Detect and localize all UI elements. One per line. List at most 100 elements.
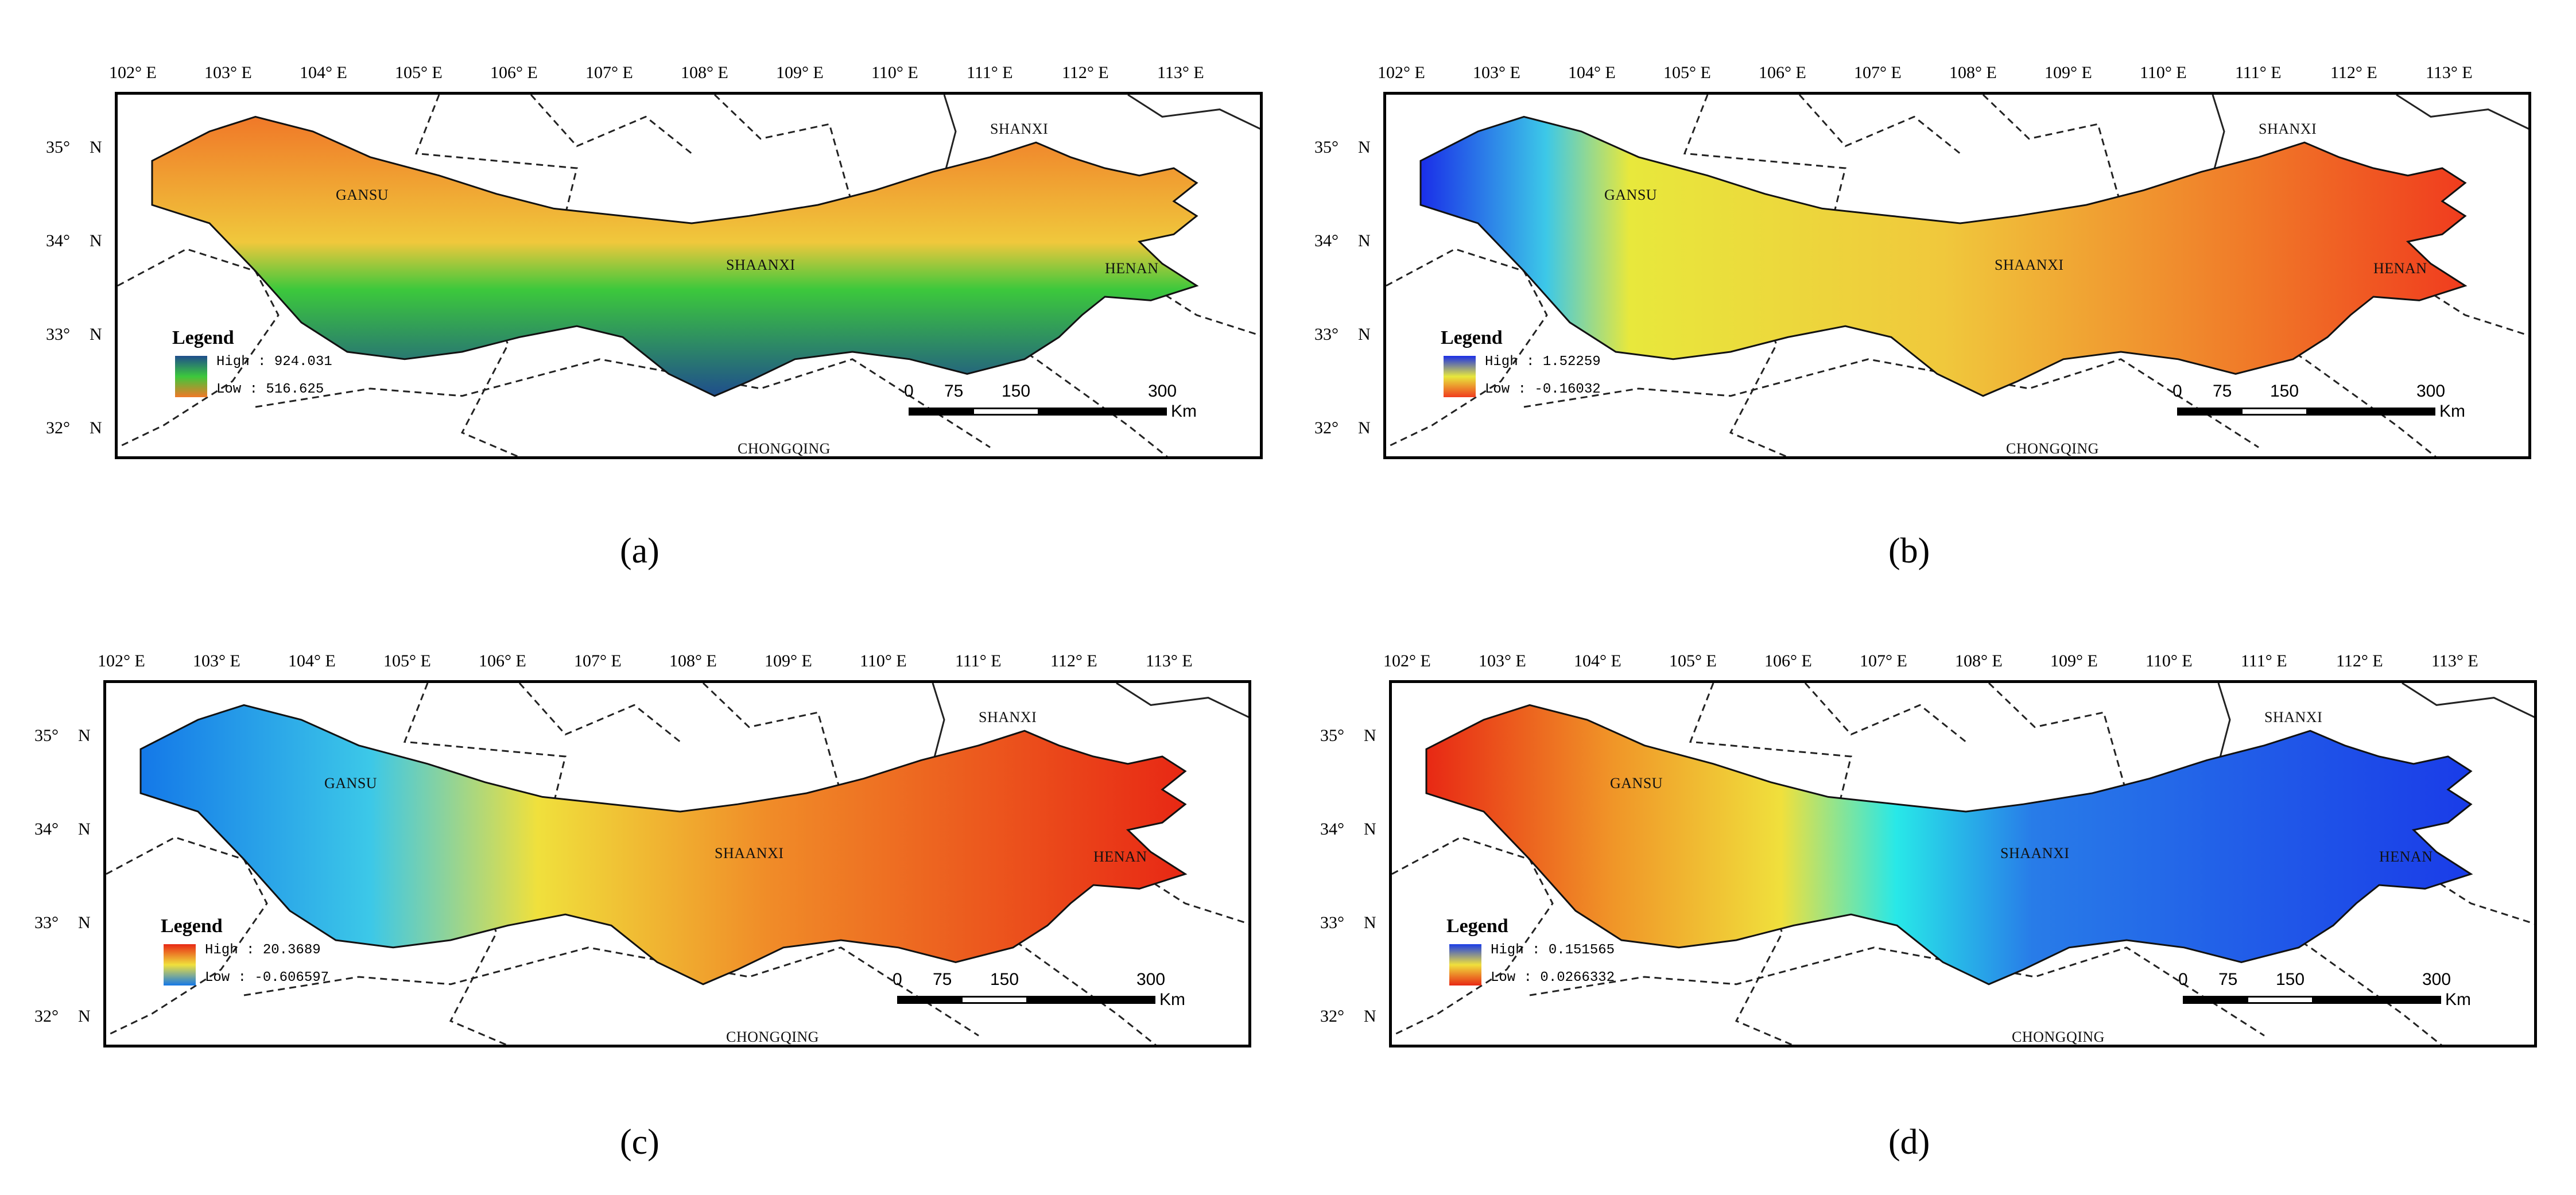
latitude-tick-label: 34° N bbox=[1314, 231, 1371, 250]
scale-bar-label: 75 bbox=[944, 382, 964, 401]
province-label-shaanxi: SHAANXI bbox=[726, 256, 796, 273]
province-label-henan: HENAN bbox=[1105, 260, 1159, 277]
province-label-henan: HENAN bbox=[1093, 848, 1147, 865]
longitude-tick-label: 113° E bbox=[1146, 651, 1193, 670]
legend-low-label: Low : -0.16032 bbox=[1485, 382, 1601, 397]
longitude-tick-label: 104° E bbox=[1568, 63, 1616, 82]
latitude-tick-label: 32° N bbox=[1320, 1007, 1376, 1026]
study-area-raster bbox=[151, 115, 1199, 397]
scale-bar-unit: Km bbox=[1159, 990, 1185, 1009]
province-boundary bbox=[1386, 248, 1548, 448]
province-label-shaanxi: SHAANXI bbox=[715, 844, 784, 862]
legend-high-label: High : 20.3689 bbox=[205, 942, 321, 958]
study-area-raster bbox=[1419, 115, 2468, 397]
longitude-tick-label: 102° E bbox=[1383, 651, 1431, 670]
province-label-chongqing: CHONGQING bbox=[2012, 1028, 2105, 1045]
legend-title: Legend bbox=[172, 327, 234, 348]
latitude-tick-label: 34° N bbox=[1320, 820, 1376, 839]
province-label-shaanxi: SHAANXI bbox=[2000, 844, 2070, 862]
longitude-tick-label: 106° E bbox=[1764, 651, 1812, 670]
longitude-tick-label: 103° E bbox=[204, 63, 252, 82]
latitude-tick-label: 35° N bbox=[1314, 138, 1371, 157]
province-label-henan: HENAN bbox=[2373, 260, 2427, 277]
legend-high-label: High : 0.151565 bbox=[1491, 942, 1615, 958]
legend-title: Legend bbox=[1446, 915, 1508, 937]
longitude-tick-label: 106° E bbox=[479, 651, 526, 670]
legend-high-label: High : 1.52259 bbox=[1485, 354, 1601, 370]
longitude-tick-label: 112° E bbox=[1050, 651, 1097, 670]
study-area-raster bbox=[1425, 704, 2473, 986]
legend-high-label: High : 924.031 bbox=[216, 354, 332, 370]
scale-bar-label: 300 bbox=[1136, 970, 1166, 989]
latitude-tick-label: 33° N bbox=[34, 913, 91, 932]
province-label-shanxi: SHANXI bbox=[2264, 708, 2323, 725]
province-label-gansu: GANSU bbox=[1604, 187, 1658, 203]
province-boundary bbox=[118, 248, 280, 448]
scale-bar-label: 150 bbox=[1002, 382, 1031, 401]
scale-bar-unit: Km bbox=[2445, 990, 2471, 1009]
scale-bar bbox=[897, 996, 1155, 1004]
province-boundary bbox=[1798, 95, 1961, 154]
latitude-tick-label: 35° N bbox=[1320, 726, 1376, 745]
longitude-tick-label: 105° E bbox=[1663, 63, 1711, 82]
scale-bar-unit: Km bbox=[1171, 402, 1197, 421]
latitude-tick-label: 35° N bbox=[34, 726, 91, 745]
legend-color-ramp bbox=[164, 944, 196, 986]
longitude-tick-label: 108° E bbox=[1955, 651, 2003, 670]
legend-low-label: Low : 516.625 bbox=[216, 382, 324, 397]
legend-color-ramp bbox=[1449, 944, 1481, 986]
scale-bar-label: 0 bbox=[2172, 382, 2182, 401]
map-canvas bbox=[1386, 95, 2528, 456]
latitude-tick-label: 35° N bbox=[46, 138, 102, 157]
longitude-tick-label: 110° E bbox=[2140, 63, 2187, 82]
scale-bar-label: 300 bbox=[1148, 382, 1177, 401]
longitude-tick-label: 110° E bbox=[2146, 651, 2193, 670]
longitude-tick-label: 103° E bbox=[193, 651, 240, 670]
province-boundary bbox=[1523, 358, 2259, 448]
scale-bar-label: 75 bbox=[933, 970, 952, 989]
scale-bar-label: 0 bbox=[2178, 970, 2188, 989]
longitude-tick-label: 107° E bbox=[1854, 63, 1902, 82]
longitude-tick-label: 108° E bbox=[681, 63, 728, 82]
longitude-tick-label: 105° E bbox=[395, 63, 443, 82]
scale-bar-label: 0 bbox=[893, 970, 902, 989]
province-label-chongqing: CHONGQING bbox=[2006, 440, 2099, 457]
map-canvas bbox=[106, 683, 1248, 1045]
scale-bar bbox=[909, 408, 1167, 416]
study-area-raster bbox=[139, 704, 1188, 986]
longitude-tick-label: 111° E bbox=[2241, 651, 2287, 670]
latitude-tick-label: 32° N bbox=[1314, 418, 1371, 437]
scale-bar-label: 0 bbox=[904, 382, 914, 401]
map-frame: GANSU SHAANXI SHANXI HENAN CHONGQING Legend Hi… bbox=[103, 680, 1251, 1047]
panel-caption: (a) bbox=[620, 531, 659, 571]
latitude-tick-label: 33° N bbox=[1320, 913, 1376, 932]
scale-bar-unit: Km bbox=[2439, 402, 2465, 421]
longitude-tick-label: 102° E bbox=[98, 651, 145, 670]
province-label-chongqing: CHONGQING bbox=[726, 1028, 819, 1045]
latitude-tick-label: 34° N bbox=[34, 820, 91, 839]
province-boundary bbox=[106, 836, 268, 1037]
panel-caption: (b) bbox=[1888, 531, 1930, 571]
province-boundary bbox=[518, 683, 681, 743]
map-canvas bbox=[1392, 683, 2534, 1045]
scale-bar-label: 75 bbox=[2213, 382, 2232, 401]
province-boundary bbox=[243, 946, 979, 1037]
longitude-tick-label: 105° E bbox=[1669, 651, 1717, 670]
legend-title: Legend bbox=[161, 915, 223, 937]
map-frame: GANSU SHAANXI SHANXI HENAN CHONGQING Legend Hi… bbox=[115, 92, 1263, 459]
province-boundary bbox=[2396, 95, 2528, 130]
scale-bar-label: 300 bbox=[2422, 970, 2451, 989]
province-boundary bbox=[1529, 946, 2265, 1037]
scale-bar bbox=[2183, 996, 2441, 1004]
latitude-tick-label: 34° N bbox=[46, 231, 102, 250]
longitude-tick-label: 111° E bbox=[955, 651, 1002, 670]
province-label-gansu: GANSU bbox=[336, 187, 389, 203]
latitude-tick-label: 32° N bbox=[46, 418, 102, 437]
scale-bar bbox=[2177, 408, 2435, 416]
longitude-tick-label: 102° E bbox=[109, 63, 157, 82]
longitude-tick-label: 107° E bbox=[574, 651, 622, 670]
longitude-tick-label: 109° E bbox=[765, 651, 812, 670]
longitude-tick-label: 112° E bbox=[2330, 63, 2377, 82]
panel-caption: (c) bbox=[620, 1123, 659, 1162]
province-boundary bbox=[255, 358, 991, 448]
